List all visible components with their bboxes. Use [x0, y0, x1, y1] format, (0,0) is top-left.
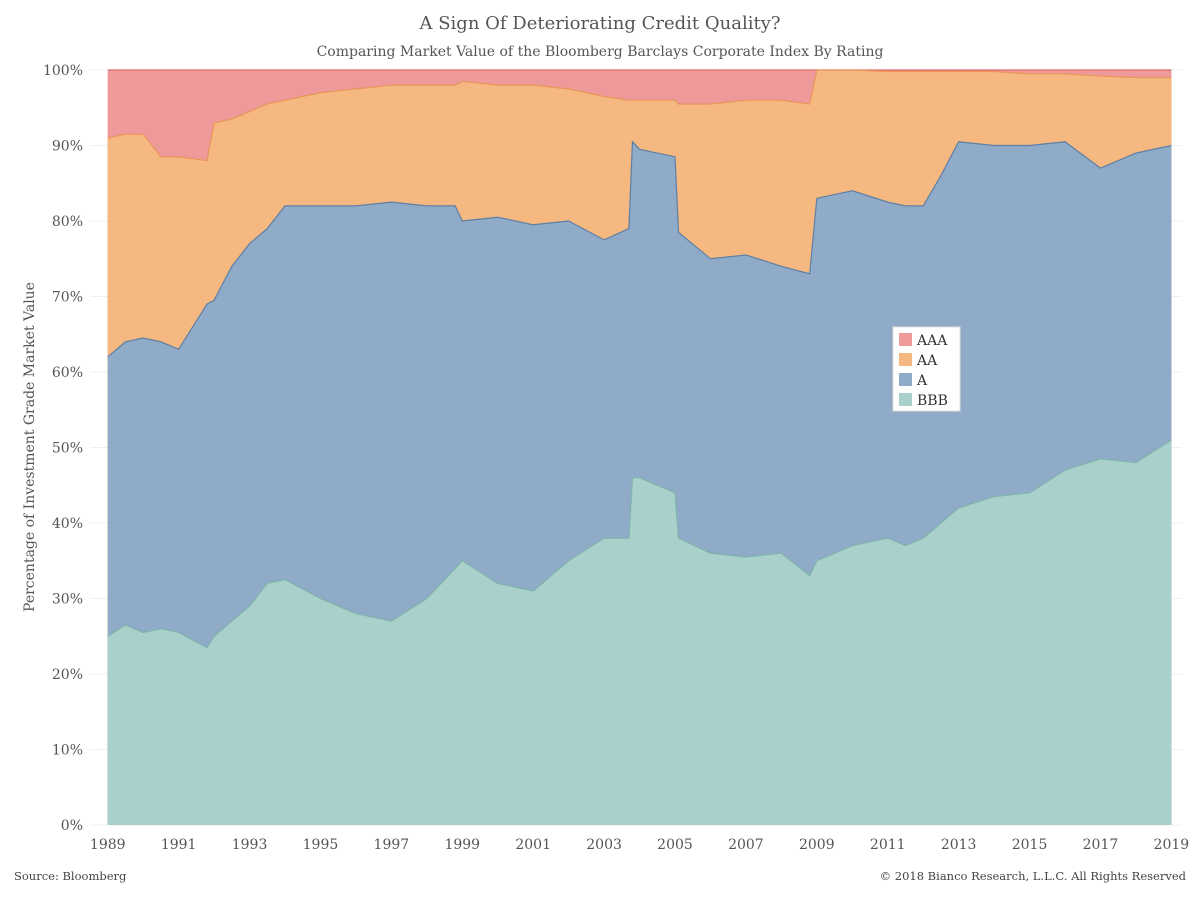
plot-areas	[107, 69, 1172, 826]
legend-swatch-aa	[899, 353, 912, 366]
source-note: Source: Bloomberg	[14, 869, 127, 883]
area-edge-aa	[107, 69, 1172, 162]
x-tick-label: 2009	[799, 837, 835, 853]
y-tick-label: 100%	[43, 63, 83, 79]
x-tick-label: 2011	[870, 837, 906, 853]
x-tick-label: 1995	[303, 837, 339, 853]
y-tick-label: 0%	[61, 818, 83, 834]
y-tick-label: 60%	[52, 365, 83, 381]
x-tick-label: 2019	[1154, 837, 1190, 853]
legend-swatch-a	[899, 373, 912, 386]
y-tick-label: 20%	[52, 667, 83, 683]
x-axis-ticks: 1989 1991 1993 1995 1997 1999 2001 2003 2005 2007…	[90, 837, 1189, 853]
y-tick-label: 40%	[52, 516, 83, 532]
copyright-note: © 2018 Bianco Research, L.L.C. All Right…	[880, 869, 1187, 883]
y-tick-label: 80%	[52, 214, 83, 230]
x-tick-label: 1999	[444, 837, 480, 853]
area-bbb	[107, 439, 1172, 825]
x-tick-label: 2001	[515, 837, 551, 853]
area-edge-a	[107, 140, 1172, 358]
y-tick-label: 50%	[52, 441, 83, 457]
x-tick-label: 2007	[728, 837, 764, 853]
legend-label-a: A	[916, 373, 928, 389]
legend-swatch-aaa	[899, 333, 912, 346]
x-tick-label: 2003	[586, 837, 622, 853]
x-tick-label: 2013	[941, 837, 977, 853]
y-tick-label: 90%	[52, 139, 83, 155]
legend-swatch-bbb	[899, 393, 912, 406]
x-tick-label: 1989	[90, 837, 126, 853]
chart-subtitle: Comparing Market Value of the Bloomberg …	[317, 44, 884, 60]
x-tick-label: 2005	[657, 837, 693, 853]
x-tick-label: 1997	[374, 837, 410, 853]
chart-title: A Sign Of Deteriorating Credit Quality?	[418, 13, 780, 34]
y-tick-label: 70%	[52, 290, 83, 306]
y-axis-ticks: 0% 10% 20% 30% 40% 50% 60% 70% 80% 90% 100%	[43, 63, 83, 834]
x-tick-label: 1993	[232, 837, 268, 853]
area-edge-bbb	[107, 439, 1172, 649]
x-tick-label: 1991	[161, 837, 197, 853]
y-tick-label: 30%	[52, 592, 83, 608]
legend-label-bbb: BBB	[917, 393, 948, 409]
legend-label-aaa: AAA	[916, 333, 948, 349]
x-tick-label: 2017	[1083, 837, 1119, 853]
legend-label-aa: AA	[916, 353, 938, 369]
x-tick-label: 2015	[1012, 837, 1048, 853]
y-axis-label: Percentage of Investment Grade Market Va…	[22, 282, 38, 612]
y-tick-label: 10%	[52, 743, 83, 759]
